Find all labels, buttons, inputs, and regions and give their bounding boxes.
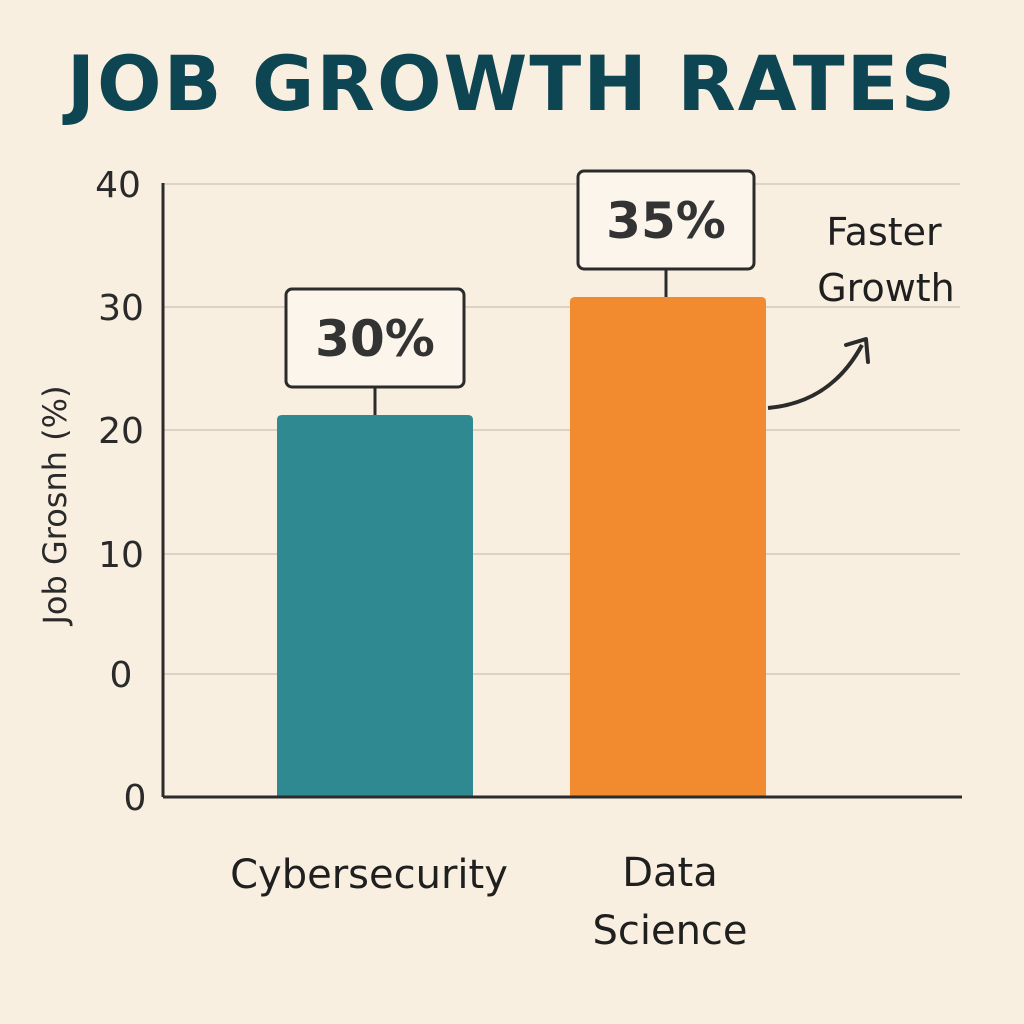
chart-title: JOB GROWTH RATES	[62, 39, 957, 128]
y-tick-label: 0	[124, 778, 147, 819]
data-label: 30%	[315, 310, 435, 368]
data-labels: 30% 35%	[284, 169, 756, 415]
bar	[570, 297, 766, 797]
y-tick-label: 40	[95, 165, 141, 206]
axes	[161, 183, 962, 799]
callout-box	[576, 169, 756, 271]
annotation-line-1: Faster	[826, 210, 942, 254]
growth-annotation: Faster Growth	[767, 210, 955, 410]
x-tick-labels: Cybersecurity Data Science	[230, 850, 747, 954]
callout-box	[284, 287, 466, 389]
y-tick-label: 10	[98, 535, 144, 576]
y-tick-label: 0	[110, 655, 133, 696]
x-tick-label: Data	[622, 850, 718, 896]
x-tick-label: Science	[592, 908, 747, 954]
x-tick-label: Cybersecurity	[230, 852, 508, 898]
y-tick-label: 30	[98, 288, 144, 329]
arrow-head-icon	[844, 337, 870, 364]
data-label: 35%	[606, 192, 726, 250]
bars	[277, 297, 766, 797]
annotation-arrow	[767, 344, 864, 410]
y-tick-labels: 0 0 10 20 30 40	[95, 165, 146, 819]
y-axis-label: Job Grosnh (%)	[36, 385, 74, 626]
annotation-line-2: Growth	[817, 266, 955, 310]
y-tick-label: 20	[98, 411, 144, 452]
bar	[277, 415, 473, 797]
